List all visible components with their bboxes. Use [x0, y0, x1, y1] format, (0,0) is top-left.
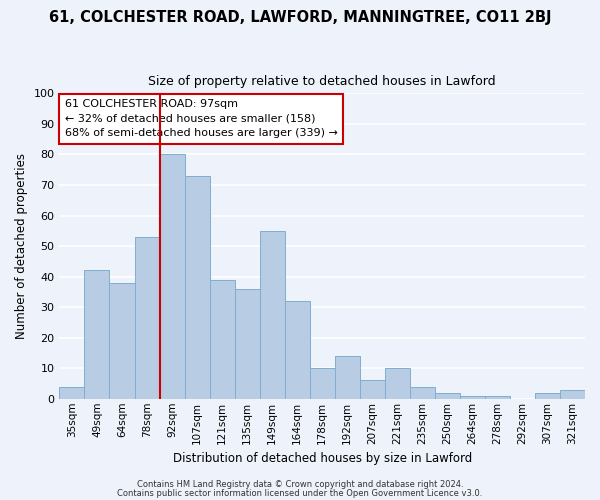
Bar — [485, 396, 510, 399]
Title: Size of property relative to detached houses in Lawford: Size of property relative to detached ho… — [148, 75, 496, 88]
Bar — [209, 280, 235, 399]
Bar — [59, 386, 85, 399]
Bar — [435, 392, 460, 399]
Bar — [310, 368, 335, 399]
Bar — [284, 301, 310, 399]
Bar — [160, 154, 185, 399]
Text: 61 COLCHESTER ROAD: 97sqm
← 32% of detached houses are smaller (158)
68% of semi: 61 COLCHESTER ROAD: 97sqm ← 32% of detac… — [65, 100, 338, 138]
Text: Contains public sector information licensed under the Open Government Licence v3: Contains public sector information licen… — [118, 488, 482, 498]
Text: Contains HM Land Registry data © Crown copyright and database right 2024.: Contains HM Land Registry data © Crown c… — [137, 480, 463, 489]
Bar — [410, 386, 435, 399]
Bar — [134, 237, 160, 399]
Bar — [260, 231, 284, 399]
Bar — [109, 282, 134, 399]
Y-axis label: Number of detached properties: Number of detached properties — [15, 153, 28, 339]
Bar — [235, 289, 260, 399]
Bar — [560, 390, 585, 399]
Bar — [385, 368, 410, 399]
Text: 61, COLCHESTER ROAD, LAWFORD, MANNINGTREE, CO11 2BJ: 61, COLCHESTER ROAD, LAWFORD, MANNINGTRE… — [49, 10, 551, 25]
Bar — [85, 270, 109, 399]
Bar — [335, 356, 360, 399]
Bar — [460, 396, 485, 399]
Bar — [535, 392, 560, 399]
X-axis label: Distribution of detached houses by size in Lawford: Distribution of detached houses by size … — [173, 452, 472, 465]
Bar — [185, 176, 209, 399]
Bar — [360, 380, 385, 399]
